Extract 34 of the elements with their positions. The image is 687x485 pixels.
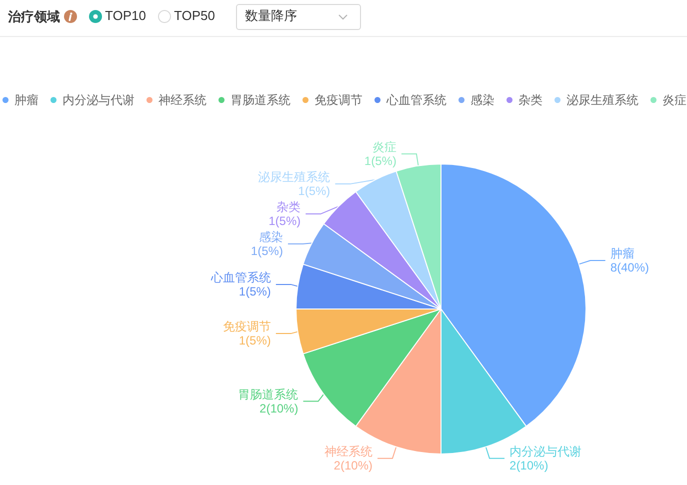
data-label: 1(5%) (298, 184, 330, 198)
data-label: 8(40%) (610, 260, 650, 274)
slice-label: 免疫调节 (222, 320, 271, 334)
slice-label: 胃肠道系统 (238, 387, 298, 402)
legend-label: 炎症 (662, 93, 686, 107)
text: TOP10 (105, 8, 146, 24)
legend-label: 神经系统 (158, 93, 206, 107)
data-label: 2(10%) (334, 458, 372, 472)
data-label: 1(5%) (250, 244, 283, 258)
legend-label: 感染 (470, 93, 494, 107)
slice-label: 肿瘤 (610, 246, 634, 260)
slice-label: 杂类 (276, 200, 301, 214)
data-label: 1(5%) (238, 284, 271, 298)
data-label: 1(5%) (364, 154, 396, 168)
legend-label: 泌尿生殖系统 (566, 93, 638, 107)
slice-label: 心血管系统 (210, 270, 271, 284)
data-label: 1(5%) (268, 214, 301, 228)
legend-label: 免疫调节 (314, 93, 362, 107)
data-label: 1(5%) (238, 334, 271, 348)
data-label: 2(10%) (510, 458, 548, 472)
text: TOP50 (174, 8, 215, 24)
slice-label: 炎症 (372, 140, 396, 154)
chart-title: 治疗领域 (8, 9, 60, 25)
legend-label: 心血管系统 (386, 93, 446, 107)
legend-label: 内分泌与代谢 (62, 93, 134, 107)
slice-label: 神经系统 (324, 444, 372, 458)
data-label: 2(10%) (260, 401, 298, 416)
slice-label: 内分泌与代谢 (510, 444, 582, 458)
text: 数量降序 (245, 8, 297, 24)
legend-label: 肿瘤 (14, 93, 38, 107)
slice-label: 感染 (258, 230, 283, 244)
legend-label: 胃肠道系统 (230, 93, 290, 107)
slice-label: 泌尿生殖系统 (258, 170, 330, 184)
legend-label: 杂类 (518, 93, 542, 107)
